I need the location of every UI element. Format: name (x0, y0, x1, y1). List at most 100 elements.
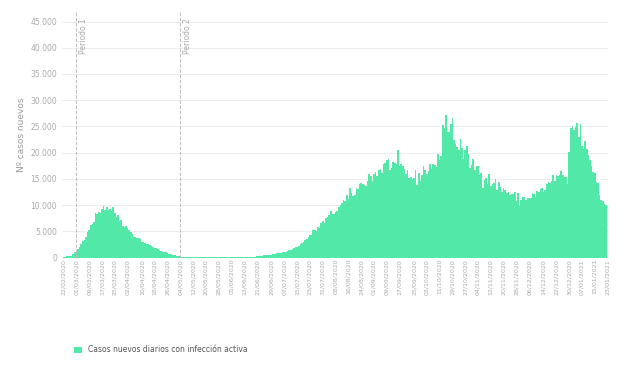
Bar (404, 169, 405, 258)
Bar (172, 255, 173, 258)
Bar (85, 237, 87, 258)
Bar (461, 148, 463, 258)
Bar (84, 240, 85, 258)
Bar (549, 183, 551, 258)
Bar (443, 128, 445, 258)
Bar (271, 255, 272, 258)
Bar (144, 243, 146, 258)
Bar (197, 257, 199, 258)
Bar (381, 173, 383, 258)
Bar (96, 214, 98, 258)
Bar (205, 257, 207, 258)
Bar (130, 232, 131, 258)
Bar (135, 237, 136, 258)
Bar (263, 255, 264, 258)
Bar (592, 173, 594, 258)
Bar (299, 244, 301, 258)
Bar (188, 257, 189, 258)
Bar (525, 200, 527, 258)
Bar (564, 177, 565, 258)
Bar (522, 197, 524, 258)
Bar (505, 190, 506, 258)
Bar (159, 250, 161, 258)
Bar (514, 192, 516, 258)
Bar (74, 252, 76, 258)
Bar (503, 188, 505, 258)
Bar (285, 252, 287, 258)
Bar (351, 193, 352, 258)
Bar (388, 159, 389, 258)
Bar (249, 257, 250, 258)
Bar (127, 228, 128, 258)
Bar (241, 257, 242, 258)
Bar (602, 201, 604, 258)
Bar (472, 159, 474, 258)
Bar (203, 257, 205, 258)
Bar (349, 188, 351, 258)
Bar (208, 257, 210, 258)
Bar (371, 181, 373, 258)
Bar (199, 257, 200, 258)
Bar (266, 255, 268, 258)
Bar (326, 218, 327, 258)
Bar (500, 187, 501, 258)
Bar (519, 205, 520, 258)
Bar (296, 247, 298, 258)
Bar (180, 256, 181, 258)
Bar (143, 242, 144, 258)
Bar (439, 160, 440, 258)
Bar (169, 254, 170, 258)
Bar (560, 171, 562, 258)
Bar (218, 257, 219, 258)
Bar (531, 193, 533, 258)
Bar (332, 214, 333, 258)
Bar (253, 256, 255, 258)
Bar (277, 254, 279, 258)
Bar (516, 202, 517, 258)
Bar (290, 250, 291, 258)
Bar (572, 125, 574, 258)
Bar (81, 244, 82, 258)
Bar (471, 166, 472, 258)
Text: Periodo 1: Periodo 1 (79, 18, 88, 54)
Bar (343, 200, 344, 258)
Bar (308, 237, 309, 258)
Y-axis label: Nº casos nuevos: Nº casos nuevos (17, 97, 26, 171)
Bar (509, 195, 511, 258)
Bar (562, 174, 564, 258)
Bar (162, 252, 164, 258)
Bar (309, 235, 311, 258)
Bar (128, 230, 130, 258)
Bar (552, 175, 554, 258)
Bar (170, 254, 172, 258)
Bar (425, 170, 426, 258)
Bar (417, 185, 418, 258)
Bar (294, 247, 296, 258)
Bar (578, 137, 580, 258)
Bar (324, 223, 326, 258)
Bar (600, 200, 602, 258)
Bar (512, 194, 514, 258)
Bar (186, 256, 188, 258)
Bar (258, 256, 260, 258)
Bar (247, 257, 249, 258)
Bar (306, 239, 308, 258)
Bar (428, 171, 429, 258)
Bar (210, 257, 211, 258)
Bar (175, 255, 177, 258)
Bar (154, 248, 156, 258)
Bar (319, 228, 321, 258)
Bar (432, 164, 434, 258)
Bar (250, 257, 252, 258)
Bar (63, 257, 64, 258)
Bar (279, 252, 280, 258)
Bar (477, 166, 479, 258)
Bar (539, 189, 541, 258)
Bar (536, 191, 538, 258)
Bar (401, 164, 402, 258)
Bar (420, 181, 421, 258)
Bar (464, 150, 466, 258)
Bar (333, 214, 335, 258)
Bar (211, 257, 213, 258)
Bar (559, 174, 560, 258)
